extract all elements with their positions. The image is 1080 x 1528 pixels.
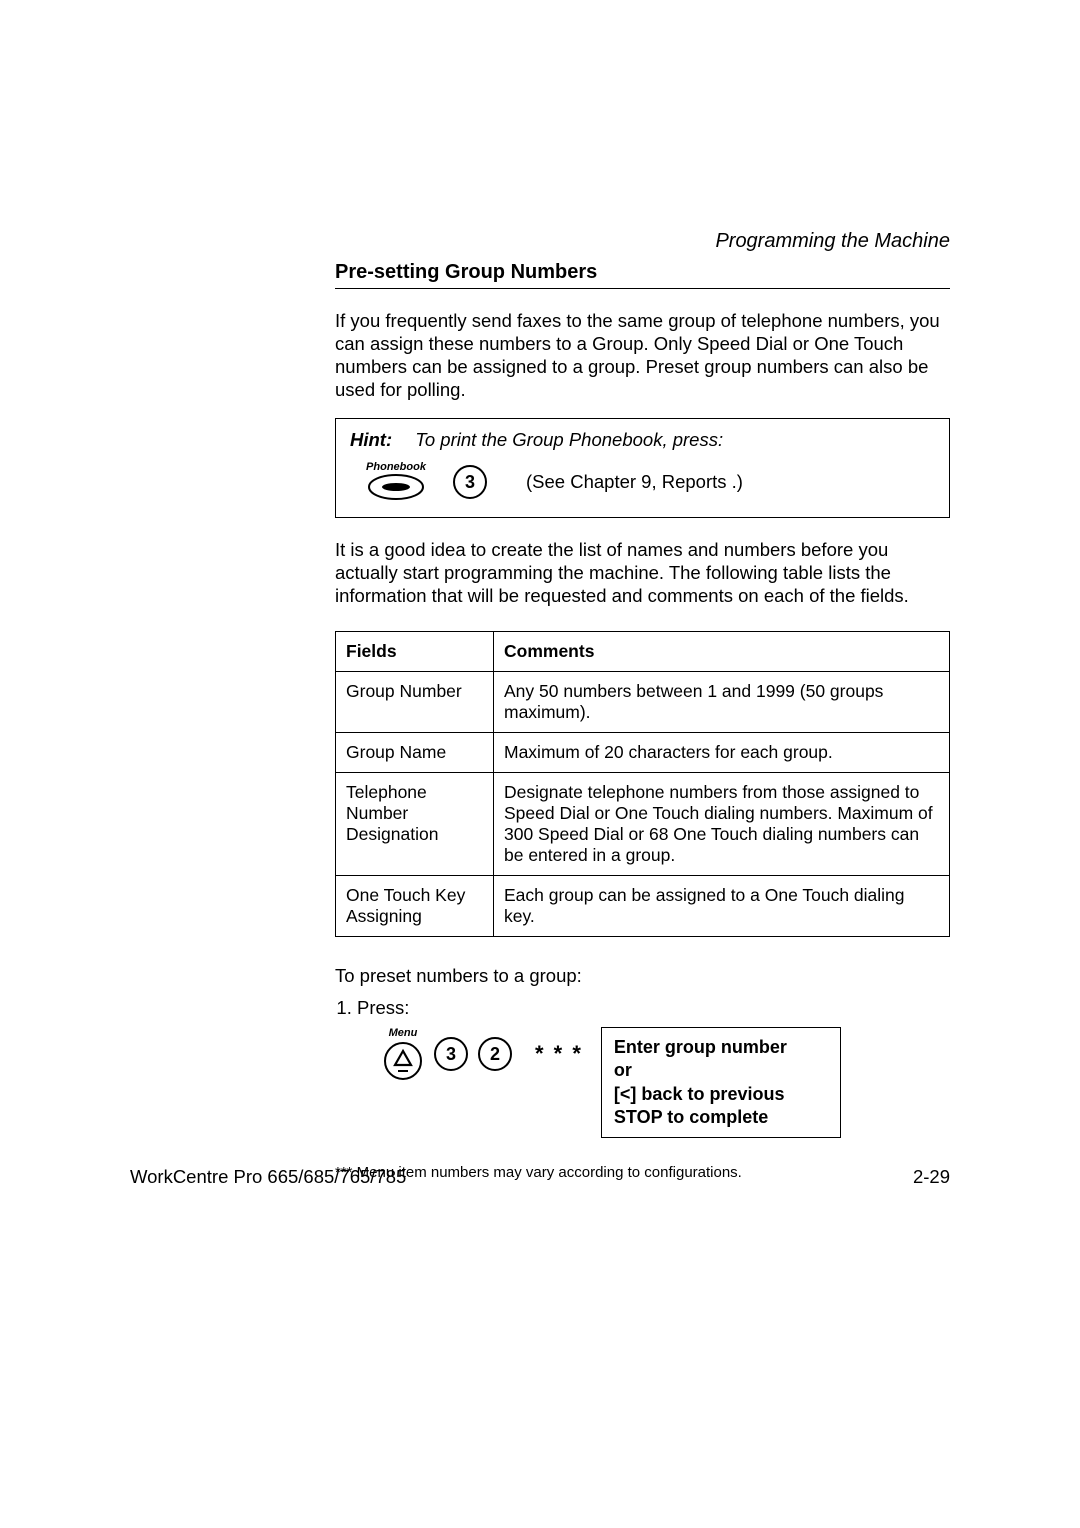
post-hint-paragraph: It is a good idea to create the list of … (335, 538, 950, 607)
cell-field: Group Number (336, 671, 494, 732)
phonebook-button-icon (367, 473, 425, 501)
hint-box: Hint: To print the Group Phonebook, pres… (335, 418, 950, 518)
hint-keys-row: Phonebook 3 (See Chapter 9, Reports .) (350, 461, 935, 503)
phonebook-key: Phonebook (350, 461, 442, 503)
hint-label: Hint: (350, 429, 392, 450)
digit-3-key-icon: 3 (433, 1036, 469, 1072)
intro-paragraph: If you frequently send faxes to the same… (335, 309, 950, 402)
digit-2-key-icon: 2 (477, 1036, 513, 1072)
footnote: *** Menu item numbers may vary according… (335, 1164, 950, 1181)
step-1-label: Press: (357, 997, 409, 1018)
footer-product: WorkCentre Pro 665/685/765/785 (130, 1166, 406, 1188)
step-1-row: Menu 3 2 * * * (357, 1027, 950, 1139)
footer-page-number: 2-29 (913, 1166, 950, 1188)
see-reference: (See Chapter 9, Reports .) (526, 471, 743, 493)
table-header-row: Fields Comments (336, 631, 950, 671)
cell-comment: Maximum of 20 characters for each group. (494, 732, 950, 772)
cell-comment: Designate telephone numbers from those a… (494, 772, 950, 875)
table-row: Group Number Any 50 numbers between 1 an… (336, 671, 950, 732)
menu-label: Menu (389, 1027, 418, 1039)
steps-lead: To preset numbers to a group: (335, 965, 950, 987)
section-title: Pre-setting Group Numbers (335, 261, 950, 289)
hint-text: To print the Group Phonebook, press: (415, 429, 723, 450)
cell-field: One Touch Key Assigning (336, 875, 494, 936)
asterisks-marker: * * * (535, 1041, 583, 1067)
table-row: One Touch Key Assigning Each group can b… (336, 875, 950, 936)
svg-text:3: 3 (465, 472, 475, 492)
cell-comment: Any 50 numbers between 1 and 1999 (50 gr… (494, 671, 950, 732)
cell-comment: Each group can be assigned to a One Touc… (494, 875, 950, 936)
menu-button-icon (383, 1041, 423, 1081)
lcd-display: Enter group numberor[<] back to previous… (601, 1027, 841, 1139)
menu-key: Menu (383, 1027, 423, 1081)
fields-table: Fields Comments Group Number Any 50 numb… (335, 631, 950, 937)
running-header: Programming the Machine (715, 230, 950, 253)
phonebook-label: Phonebook (366, 461, 426, 473)
digit-3-key-icon: 3 (452, 464, 488, 500)
table-row: Group Name Maximum of 20 characters for … (336, 732, 950, 772)
page: Programming the Machine Pre-setting Grou… (0, 0, 1080, 1528)
cell-field: Group Name (336, 732, 494, 772)
step-1: Press: Menu 3 (357, 997, 950, 1139)
table-row: Telephone Number Designation Designate t… (336, 772, 950, 875)
step-list: Press: Menu 3 (335, 997, 950, 1139)
svg-text:3: 3 (446, 1044, 456, 1064)
svg-text:2: 2 (490, 1044, 500, 1064)
hint-line: Hint: To print the Group Phonebook, pres… (350, 429, 935, 451)
col-header-comments: Comments (494, 631, 950, 671)
col-header-fields: Fields (336, 631, 494, 671)
step-1-keys: Menu 3 2 * * * (383, 1027, 587, 1081)
cell-field: Telephone Number Designation (336, 772, 494, 875)
